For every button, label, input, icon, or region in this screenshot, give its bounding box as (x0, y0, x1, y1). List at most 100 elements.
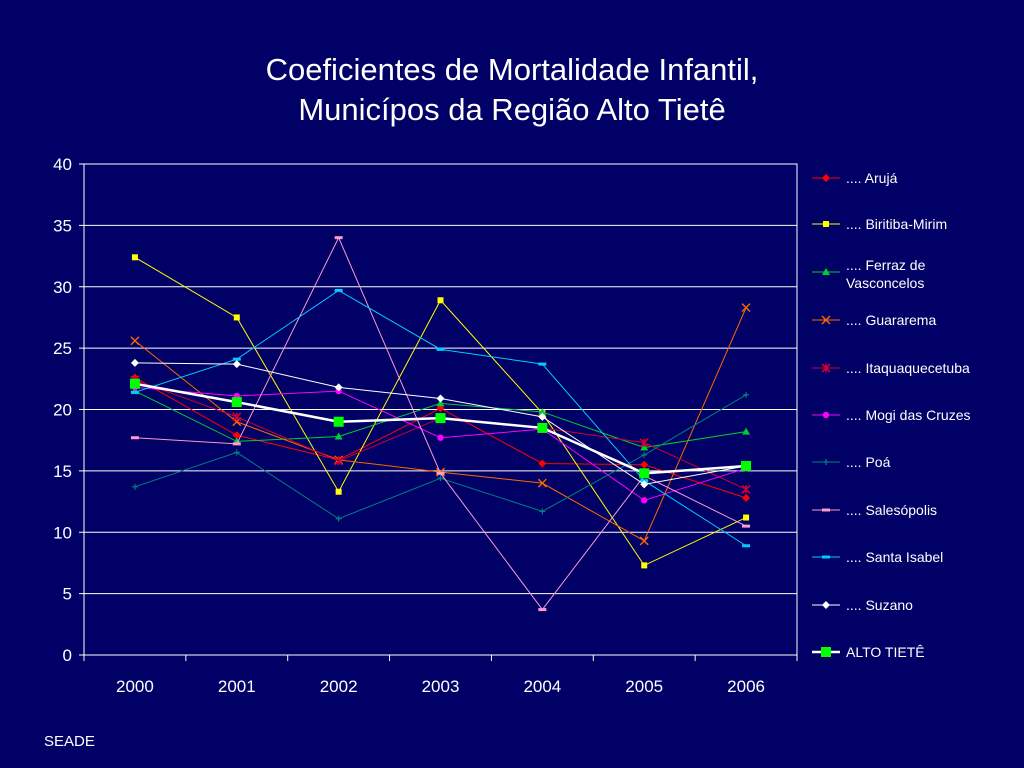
chart-title: Coeficientes de Mortalidade Infantil, Mu… (0, 50, 1024, 130)
data-point-biritiba-mirim-2003 (437, 297, 444, 304)
x-tick-label-2001: 2001 (218, 677, 256, 696)
data-point-ferraz-de-vasconcelos-2005 (640, 443, 649, 451)
x-tick-label-2000: 2000 (116, 677, 154, 696)
data-point-suzano-2002 (334, 383, 343, 392)
data-point-mogi-das-cruzes-2003 (437, 434, 444, 441)
data-point-alto-tiet-2005 (639, 468, 650, 479)
data-point-ferraz-de-vasconcelos-2004 (538, 407, 547, 415)
data-point-alto-tiet-2000 (129, 378, 140, 389)
data-point-sales-polis-2001 (232, 442, 241, 446)
data-point-santa-isabel-2004 (538, 362, 547, 366)
data-point-aruj-2004 (538, 459, 547, 468)
data-point-po-2006 (743, 391, 750, 398)
legend-label: .... Itaquaquecetuba (846, 360, 970, 376)
data-point-biritiba-mirim-2001 (233, 314, 240, 321)
data-point-alto-tiet-2001 (231, 397, 242, 408)
legend-swatch-marker (822, 601, 830, 609)
data-point-sales-polis-2002 (334, 236, 343, 240)
legend-swatch-marker (822, 555, 830, 559)
legend-item: .... Biritiba-Mirim (812, 216, 947, 232)
data-point-ferraz-de-vasconcelos-2003 (436, 399, 445, 407)
data-point-ferraz-de-vasconcelos-2002 (334, 432, 343, 440)
data-point-santa-isabel-2002 (334, 288, 343, 292)
data-point-guararema-2004 (537, 478, 547, 488)
data-point-itaquaquecetuba-2005 (639, 438, 649, 448)
legend-swatch-marker (821, 647, 831, 657)
legend-item: .... Itaquaquecetuba (812, 360, 970, 376)
legend-swatch-marker (822, 411, 830, 419)
data-point-aruj-2006 (742, 493, 751, 502)
data-point-guararema-2000 (130, 336, 140, 346)
legend-swatch-marker (823, 459, 829, 465)
y-tick-label: 20 (53, 401, 72, 420)
data-point-po-2004 (539, 508, 546, 515)
data-point-suzano-2001 (232, 360, 241, 369)
data-point-guararema-2006 (741, 303, 751, 313)
data-point-santa-isabel-2003 (436, 347, 445, 351)
data-point-sales-polis-2003 (436, 471, 445, 475)
legend-label: .... Guararema (846, 312, 936, 328)
legend-item: .... Santa Isabel (812, 549, 943, 565)
data-point-sales-polis-2004 (538, 608, 547, 612)
y-tick-label: 25 (53, 339, 72, 358)
y-tick-label: 35 (53, 216, 72, 235)
legend-label: .... Suzano (846, 597, 913, 613)
legend-label: ALTO TIETÊ (846, 644, 925, 660)
legend: .... Arujá .... Biritiba-Mirim .... Ferraz… (812, 170, 971, 660)
data-point-po-2003 (437, 475, 444, 482)
y-tick-label: 0 (63, 646, 72, 665)
legend-swatch-marker (823, 221, 829, 227)
data-point-sales-polis-2000 (130, 436, 139, 440)
legend-label: .... Biritiba-Mirim (846, 216, 947, 232)
legend-label: .... Poá (846, 454, 891, 470)
data-point-santa-isabel-2001 (232, 357, 241, 361)
data-point-po-2002 (335, 515, 342, 522)
x-tick-label-2002: 2002 (320, 677, 358, 696)
data-point-santa-isabel-2006 (742, 544, 751, 548)
legend-item: .... Mogi das Cruzes (812, 407, 971, 423)
data-point-biritiba-mirim-2000 (131, 254, 138, 261)
series-biritiba-mirim (131, 254, 750, 569)
legend-item: .... Poá (812, 454, 891, 470)
legend-item: .... Ferraz de Vasconcelos (812, 257, 926, 291)
legend-label: .... Salesópolis (846, 502, 937, 518)
series-layer (129, 236, 752, 612)
source-label: SEADE (44, 733, 95, 750)
x-tick-label-2004: 2004 (523, 677, 561, 696)
data-point-suzano-2003 (436, 394, 445, 403)
data-point-ferraz-de-vasconcelos-2006 (742, 427, 751, 435)
series-po (131, 391, 750, 522)
legend-swatch-marker (822, 268, 830, 275)
data-point-po-2005 (641, 451, 648, 458)
data-point-aruj-2005 (640, 460, 649, 469)
data-point-biritiba-mirim-2002 (335, 488, 342, 495)
data-point-alto-tiet-2002 (333, 416, 344, 427)
data-point-po-2001 (233, 449, 240, 456)
legend-swatch-marker (822, 508, 830, 512)
chart-title-line-2: Municípos da Região Alto Tietê (298, 92, 726, 127)
legend-label: .... Arujá (846, 170, 898, 186)
data-point-suzano-2004 (538, 412, 547, 421)
y-tick-label: 15 (53, 462, 72, 481)
series-alto-tiet (129, 378, 752, 479)
legend-label: .... Ferraz de Vasconcelos (846, 257, 926, 291)
y-tick-label: 40 (53, 155, 72, 174)
axes: 0 5 10 15 20 25 30 35 40 2000 2001 2002 2003 2004 2005… (53, 155, 798, 696)
data-point-sales-polis-2006 (742, 524, 751, 528)
data-point-aruj-2001 (232, 431, 241, 440)
data-point-itaquaquecetuba-2002 (334, 456, 344, 466)
chart-title-line-1: Coeficientes de Mortalidade Infantil, (265, 52, 759, 87)
data-point-itaquaquecetuba-2006 (741, 484, 751, 494)
data-point-mogi-das-cruzes-2005 (641, 497, 648, 504)
legend-item: .... Guararema (812, 312, 936, 328)
y-tick-label: 30 (53, 278, 72, 297)
x-tick-label-2005: 2005 (625, 677, 663, 696)
data-point-po-2000 (131, 483, 138, 490)
legend-item: .... Suzano (812, 597, 913, 613)
data-point-biritiba-mirim-2006 (743, 514, 750, 521)
series-ferraz-de-vasconcelos (130, 387, 751, 451)
y-tick-label: 5 (63, 585, 72, 604)
legend-swatch-marker (821, 315, 831, 325)
data-point-santa-isabel-2000 (130, 390, 139, 394)
